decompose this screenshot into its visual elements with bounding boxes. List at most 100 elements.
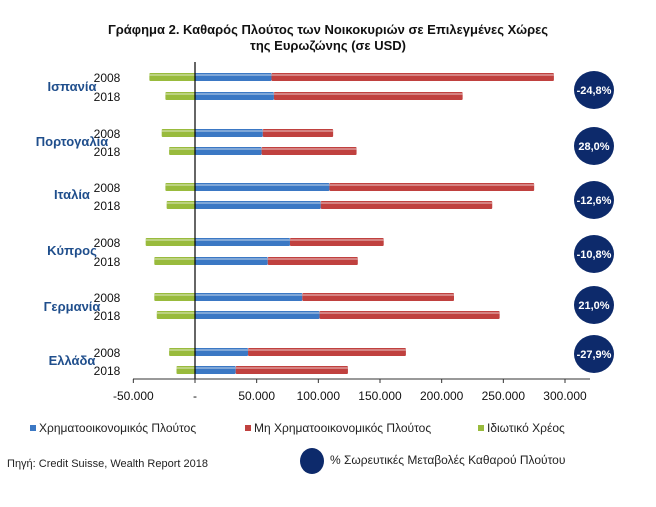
country-label: Κύπρος <box>47 243 97 258</box>
bar-nonfinancial <box>235 366 348 374</box>
bar-nonfinancial-highlight <box>319 312 500 314</box>
bar-financial-highlight <box>195 258 268 260</box>
country-label: Ισπανία <box>48 79 97 94</box>
change-circle <box>574 71 614 109</box>
circle-legend-label: % Σωρευτικές Μεταβολές Καθαρού Πλούτου <box>330 453 566 467</box>
bar-financial <box>195 183 330 191</box>
bar-debt-highlight <box>176 367 195 369</box>
legend-label: Μη Χρηματοοικονομικός Πλούτος <box>254 421 432 435</box>
bar-debt <box>176 366 195 374</box>
year-label: 2008 <box>94 236 121 250</box>
x-tick-label: 50.000 <box>238 389 275 403</box>
change-label: 21,0% <box>578 300 609 312</box>
bar-debt <box>166 201 195 209</box>
bar-debt-highlight <box>166 202 195 204</box>
chart-title: Γράφημα 2. Καθαρός Πλούτος των Νοικοκυρι… <box>107 22 549 37</box>
bar-debt-highlight <box>169 349 195 351</box>
legend-swatch-financial <box>30 425 36 431</box>
bar-debt-highlight <box>156 312 195 314</box>
bar-nonfinancial-highlight <box>267 258 358 260</box>
legend-financial: Χρηματοοικονομικός Πλούτος <box>30 421 196 435</box>
bar-financial <box>195 147 262 155</box>
x-tick-label: - <box>193 389 197 403</box>
change-label: -27,9% <box>577 349 612 361</box>
bar-financial <box>195 366 236 374</box>
bar-financial-highlight <box>195 239 290 241</box>
legend-swatch-nonfinancial <box>245 425 251 431</box>
bar-nonfinancial <box>248 348 406 356</box>
year-label: 2008 <box>94 71 121 85</box>
year-label: 2008 <box>94 181 121 195</box>
bar-nonfinancial-highlight <box>302 294 454 296</box>
x-tick-label: 300.000 <box>543 389 587 403</box>
year-label: 2018 <box>94 145 121 159</box>
x-tick-label: 100.000 <box>297 389 341 403</box>
country-label: Πορτογαλία <box>36 134 108 149</box>
bar-nonfinancial-highlight <box>329 184 535 186</box>
year-label: 2018 <box>94 255 121 269</box>
legend-nonfinancial: Μη Χρηματοοικονομικός Πλούτος <box>245 421 431 435</box>
bar-nonfinancial <box>273 92 463 100</box>
bar-debt-highlight <box>165 93 195 95</box>
source-note: Πηγή: Credit Suisse, Wealth Report 2018 <box>7 458 208 470</box>
bar-nonfinancial <box>262 129 334 137</box>
bar-debt-highlight <box>165 184 195 186</box>
bar-financial-highlight <box>195 184 330 186</box>
bar-financial <box>195 257 268 265</box>
bar-financial-highlight <box>195 130 263 132</box>
circle-legend-icon <box>300 448 324 474</box>
year-label: 2018 <box>94 309 121 323</box>
bar-nonfinancial-highlight <box>261 148 357 150</box>
bar-financial <box>195 92 274 100</box>
bar-debt <box>156 311 195 319</box>
x-tick-label: -50.000 <box>113 389 154 403</box>
bar-financial-highlight <box>195 367 236 369</box>
bar-debt <box>165 92 195 100</box>
bar-debt-highlight <box>145 239 195 241</box>
change-label: -24,8% <box>577 85 612 97</box>
change-circle <box>574 181 614 219</box>
bar-financial <box>195 348 249 356</box>
bar-nonfinancial <box>267 257 358 265</box>
bar-nonfinancial <box>271 73 554 81</box>
bar-nonfinancial <box>329 183 535 191</box>
change-circle <box>574 235 614 273</box>
bar-nonfinancial-highlight <box>248 349 406 351</box>
bar-debt <box>161 129 195 137</box>
bar-nonfinancial-highlight <box>262 130 334 132</box>
bar-debt-highlight <box>149 74 195 76</box>
x-tick-label: 250.000 <box>482 389 526 403</box>
bar-nonfinancial-highlight <box>271 74 554 76</box>
year-label: 2018 <box>94 364 121 378</box>
bar-financial-highlight <box>195 93 274 95</box>
bar-nonfinancial-highlight <box>273 93 463 95</box>
bar-debt-highlight <box>169 148 195 150</box>
bar-financial-highlight <box>195 312 320 314</box>
bar-nonfinancial-highlight <box>320 202 493 204</box>
change-label: -10,8% <box>577 249 612 261</box>
bar-debt-highlight <box>161 130 195 132</box>
change-circle <box>574 127 614 165</box>
bar-debt <box>154 257 195 265</box>
bar-nonfinancial-highlight <box>235 367 348 369</box>
legend-swatch-debt <box>478 425 484 431</box>
bar-financial <box>195 311 320 319</box>
bar-debt <box>154 293 195 301</box>
legend-debt: Ιδιωτικό Χρέος <box>478 421 565 435</box>
bar-debt <box>169 348 195 356</box>
bar-financial <box>195 73 272 81</box>
legend-label: Ιδιωτικό Χρέος <box>487 421 565 435</box>
bar-debt-highlight <box>154 294 195 296</box>
bar-financial-highlight <box>195 148 262 150</box>
country-label: Ελλάδα <box>49 353 96 368</box>
country-label: Γερμανία <box>44 299 101 314</box>
change-label: 28,0% <box>578 141 609 153</box>
bar-nonfinancial <box>289 238 384 246</box>
bar-debt <box>165 183 195 191</box>
change-circle <box>574 335 614 373</box>
year-label: 2008 <box>94 291 121 305</box>
country-label: Ιταλία <box>54 187 90 202</box>
change-circle <box>574 286 614 324</box>
